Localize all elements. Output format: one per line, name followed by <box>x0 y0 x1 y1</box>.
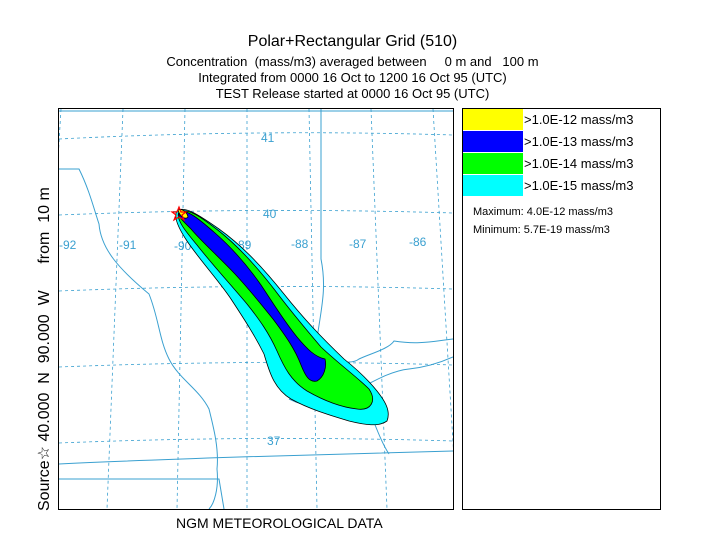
longitude-label-87: -87 <box>349 237 367 251</box>
longitude-line-87 <box>370 109 388 509</box>
longitude-label-92: -92 <box>59 238 77 252</box>
longitude-line-90 <box>176 109 186 509</box>
legend-swatch-yellow <box>463 109 523 130</box>
longitude-line-88 <box>308 109 318 509</box>
meteorological-data-label: NGM METEOROLOGICAL DATA <box>176 515 383 531</box>
legend-item-1e-12: >1.0E-12 mass/m3 <box>463 109 660 131</box>
legend-label: >1.0E-14 mass/m3 <box>524 156 634 171</box>
legend-swatch-cyan <box>463 175 523 196</box>
contour-1e-13 <box>178 211 326 382</box>
latitude-line-40 <box>59 210 453 216</box>
longitude-line-86 <box>432 109 453 450</box>
legend-label: >1.0E-15 mass/m3 <box>524 178 634 193</box>
latitude-label-40: 40 <box>263 207 277 221</box>
longitude-line-91 <box>106 109 124 509</box>
legend-item-1e-13: >1.0E-13 mass/m3 <box>463 131 660 153</box>
source-star-icon <box>170 205 188 222</box>
longitude-label-88: -88 <box>291 237 309 251</box>
latitude-label-37: 37 <box>267 434 281 448</box>
longitude-label-90: -90 <box>174 239 192 253</box>
minimum-value: Minimum: 5.7E-19 mass/m3 <box>473 224 610 236</box>
longitude-label-86: -86 <box>409 235 427 249</box>
latitude-label-41: 41 <box>261 131 275 145</box>
latitude-line-41 <box>59 132 453 140</box>
source-location-label: Source☆ 40.000 N 90.000 W from 10 m <box>36 187 53 511</box>
indiana-illinois-boundary <box>316 109 453 363</box>
legend-item-1e-14: >1.0E-14 mass/m3 <box>463 153 660 175</box>
integration-period: Integrated from 0000 16 Oct to 1200 16 O… <box>198 70 507 85</box>
concentration-subtitle: Concentration (mass/m3) averaged between… <box>166 54 539 69</box>
legend-swatch-blue <box>463 131 523 152</box>
legend-panel: >1.0E-12 mass/m3 >1.0E-13 mass/m3 >1.0E-… <box>462 108 661 510</box>
legend-swatch-green <box>463 153 523 174</box>
missouri-boundary <box>59 478 225 509</box>
concentration-map: -92 -91 -90 -89 -88 -87 -86 41 40 38 37 <box>59 109 453 509</box>
latitude-line-38 <box>59 362 453 368</box>
plot-title: Polar+Rectangular Grid (510) <box>247 33 458 50</box>
southern-boundary <box>59 450 453 465</box>
maximum-value: Maximum: 4.0E-12 mass/m3 <box>473 206 613 218</box>
latitude-line-37 <box>59 438 453 444</box>
longitude-label-91: -91 <box>119 238 137 252</box>
legend-label: >1.0E-12 mass/m3 <box>524 112 634 127</box>
legend-item-1e-15: >1.0E-15 mass/m3 <box>463 175 660 197</box>
illinois-iowa-boundary <box>59 168 218 509</box>
plume-contours <box>175 208 389 426</box>
map-panel: -92 -91 -90 -89 -88 -87 -86 41 40 38 37 <box>58 108 454 510</box>
release-info: TEST Release started at 0000 16 Oct 95 (… <box>215 86 490 101</box>
legend-label: >1.0E-13 mass/m3 <box>524 134 634 149</box>
